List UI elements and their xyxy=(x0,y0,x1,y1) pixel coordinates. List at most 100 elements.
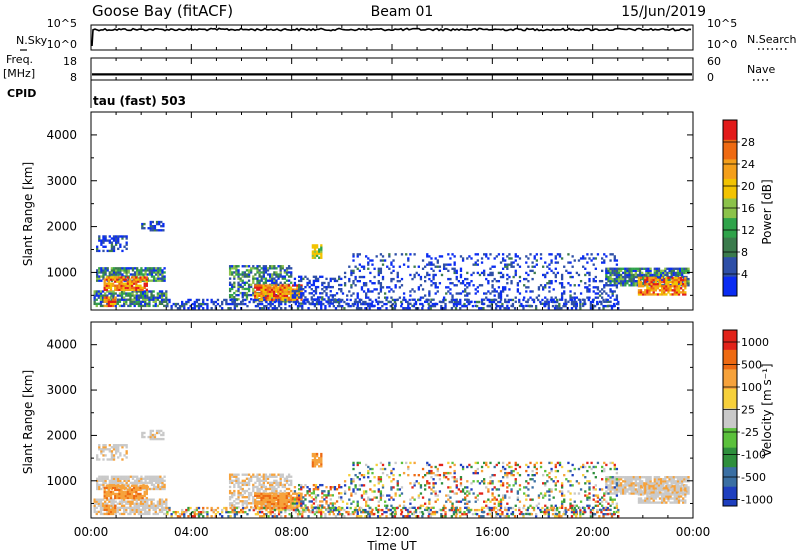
velocity-cell xyxy=(247,481,251,485)
velocity-cell xyxy=(139,498,143,501)
velocity-cell xyxy=(96,483,99,487)
power-cell xyxy=(388,286,391,289)
power-cell xyxy=(594,292,597,295)
velocity-cell xyxy=(371,508,374,512)
power-cell xyxy=(411,298,414,301)
velocity-cell xyxy=(300,496,303,499)
power-cell xyxy=(320,254,323,257)
power-cell xyxy=(242,302,245,306)
power-cell xyxy=(329,290,332,293)
velocity-cell xyxy=(647,482,650,485)
power-cell xyxy=(114,276,117,279)
velocity-cell xyxy=(116,508,119,512)
power-cell xyxy=(242,298,245,302)
power-cell xyxy=(615,284,619,287)
power-cell xyxy=(297,275,301,278)
power-cell xyxy=(352,269,355,273)
velocity-cell xyxy=(262,500,265,504)
power-cell xyxy=(121,267,124,270)
velocity-cell xyxy=(665,495,668,498)
power-cell xyxy=(434,273,437,277)
power-cell xyxy=(291,290,294,293)
power-cell xyxy=(195,304,199,308)
velocity-cell xyxy=(670,478,673,481)
power-cell xyxy=(560,282,564,285)
power-cell xyxy=(310,283,313,287)
power-cell xyxy=(112,294,115,297)
velocity-cell xyxy=(641,482,644,485)
power-cell xyxy=(589,302,593,306)
power-cell xyxy=(97,290,101,293)
velocity-cell xyxy=(268,487,272,491)
velocity-cell xyxy=(133,484,136,487)
power-cell xyxy=(133,304,136,308)
velocity-cell xyxy=(666,480,669,483)
velocity-cell xyxy=(258,494,261,497)
velocity-cell xyxy=(133,481,137,485)
power-cell xyxy=(256,294,259,298)
power-cell xyxy=(434,257,437,260)
power-cell xyxy=(247,287,251,291)
velocity-cell xyxy=(243,483,247,487)
power-cell xyxy=(279,288,282,291)
power-cell xyxy=(172,302,175,306)
power-cell xyxy=(237,269,240,272)
power-cell xyxy=(672,269,675,273)
power-cell xyxy=(637,280,641,284)
power-cell xyxy=(367,263,370,266)
velocity-cell xyxy=(672,480,675,483)
power-cell xyxy=(163,300,166,303)
power-cell xyxy=(336,298,340,302)
power-cell xyxy=(659,273,663,277)
velocity-cell xyxy=(426,508,429,512)
power-cell xyxy=(375,300,378,303)
velocity-cell xyxy=(277,473,280,476)
power-cell xyxy=(262,294,265,298)
velocity-cell xyxy=(110,456,114,459)
power-cell xyxy=(575,302,578,306)
velocity-cell xyxy=(373,490,376,493)
power-cell xyxy=(526,300,529,304)
power-cell xyxy=(109,278,113,281)
power-cell xyxy=(285,298,288,302)
velocity-cell xyxy=(660,489,664,492)
velocity-cell xyxy=(266,496,269,500)
power-cell xyxy=(297,288,301,291)
power-cell xyxy=(271,307,274,310)
power-cell xyxy=(332,298,336,302)
power-cell xyxy=(394,286,397,289)
power-cell xyxy=(358,298,361,301)
power-cell xyxy=(613,257,616,260)
power-cell xyxy=(264,286,267,289)
velocity-cell xyxy=(152,504,155,507)
velocity-cell xyxy=(245,473,249,476)
power-cell xyxy=(558,307,561,310)
power-cell xyxy=(493,257,496,260)
power-cell xyxy=(117,267,120,270)
velocity-cell xyxy=(375,463,378,467)
power-cell xyxy=(296,304,300,308)
power-cell xyxy=(356,279,359,283)
power-cell xyxy=(165,300,168,303)
velocity-cell xyxy=(285,504,288,508)
velocity-cell xyxy=(430,512,433,516)
power-cell xyxy=(360,288,364,291)
velocity-cell xyxy=(681,482,684,485)
power-cell xyxy=(270,292,274,295)
power-cell xyxy=(266,296,269,300)
power-cell xyxy=(656,285,660,288)
power-cell xyxy=(329,277,332,281)
velocity-cell xyxy=(116,496,119,500)
power-cell xyxy=(290,300,293,303)
power-cell xyxy=(626,279,629,283)
velocity-cell xyxy=(676,482,680,485)
velocity-cell xyxy=(109,494,113,498)
power-cell xyxy=(556,253,560,256)
power-cell xyxy=(684,278,687,282)
velocity-cell xyxy=(287,487,291,491)
velocity-cell xyxy=(258,479,261,483)
power-cell xyxy=(287,290,291,293)
power-cell xyxy=(335,292,339,295)
power-cell xyxy=(611,267,614,270)
power-cell xyxy=(296,307,300,310)
